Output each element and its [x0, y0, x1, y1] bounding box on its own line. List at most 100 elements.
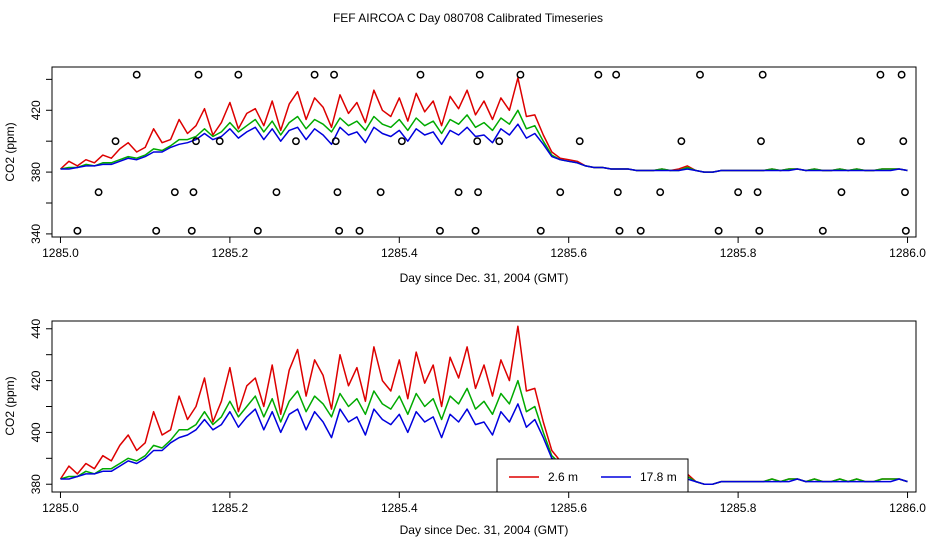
- calibration-marker: [495, 137, 504, 146]
- bottom-x-tick-label: 1285.4: [381, 501, 418, 515]
- bottom-series-17-8m: [60, 403, 908, 485]
- calibration-marker: [94, 188, 103, 197]
- bottom-x-tick-label: 1286.0: [889, 501, 926, 515]
- bottom-plot-frame: [51, 320, 917, 493]
- calibration-marker: [292, 137, 300, 146]
- bottom-axes: 1285.0 1285.2 1285.4 1285.6 1285.8 1286.0 380 4…: [29, 318, 926, 515]
- calibration-marker: [454, 188, 463, 197]
- bottom-y-tick-label: 400: [29, 422, 43, 442]
- calibration-marker: [111, 137, 120, 146]
- legend-label-17-8m: 17.8 m: [640, 470, 677, 484]
- bottom-y-tick-label: 420: [29, 370, 43, 390]
- calibration-marker: [575, 137, 584, 146]
- calibration-marker: [636, 226, 645, 235]
- calibration-marker: [613, 188, 622, 197]
- calibration-marker: [152, 226, 161, 235]
- calibration-marker: [536, 226, 545, 235]
- calibration-marker: [755, 226, 764, 235]
- top-x-tick-label: 1286.0: [889, 246, 926, 260]
- top-x-tick-label: 1285.2: [212, 246, 249, 260]
- calibration-marker: [272, 188, 281, 197]
- calibration-marker: [215, 137, 224, 146]
- calibration-marker: [516, 70, 525, 79]
- calibration-marker: [677, 137, 686, 146]
- bottom-x-axis-label: Day since Dec. 31, 2004 (GMT): [400, 523, 569, 537]
- calibration-marker: [856, 137, 865, 146]
- calibration-marker: [234, 70, 243, 79]
- calibration-marker: [355, 226, 364, 235]
- calibration-marker: [471, 226, 480, 235]
- legend-label-2-6m: 2.6 m: [548, 470, 578, 484]
- calibration-marker: [335, 226, 344, 235]
- calibration-marker: [734, 188, 743, 197]
- bottom-y-tick-label: 440: [29, 318, 43, 338]
- top-series: [59, 77, 908, 173]
- top-x-tick-label: 1285.8: [720, 246, 757, 260]
- calibration-marker: [376, 188, 385, 197]
- bottom-series-mid: [60, 379, 908, 485]
- top-x-tick-label: 1285.4: [381, 246, 418, 260]
- top-axes: 1285.0 1285.2 1285.4 1285.6 1285.8 1286.0 340 3…: [29, 78, 926, 260]
- calibration-marker: [818, 226, 827, 235]
- calibration-marker: [714, 226, 723, 235]
- calibration-marker: [416, 70, 425, 79]
- bottom-x-tick-label: 1285.0: [42, 501, 79, 515]
- bottom-panel: 1285.0 1285.2 1285.4 1285.6 1285.8 1286.0 380 4…: [3, 318, 926, 537]
- calibration-marker: [475, 70, 484, 79]
- figure-title: FEF AIRCOA C Day 080708 Calibrated Times…: [333, 11, 603, 25]
- calibration-marker: [73, 226, 82, 235]
- calibration-marker: [758, 70, 767, 79]
- top-plot-frame: [51, 66, 917, 238]
- top-y-tick-label: 340: [29, 224, 43, 244]
- calibration-marker: [556, 188, 565, 197]
- calibration-marker: [187, 226, 196, 235]
- top-panel: 1285.0 1285.2 1285.4 1285.6 1285.8 1286.0 340 3…: [3, 66, 926, 285]
- top-series-mid: [60, 109, 908, 173]
- calibration-marker: [333, 188, 342, 197]
- bottom-x-tick-label: 1285.6: [550, 501, 587, 515]
- calibration-marker: [473, 137, 482, 146]
- legend: 2.6 m 17.8 m: [496, 458, 689, 493]
- calibration-marker: [901, 188, 909, 197]
- calibration-marker: [612, 70, 621, 79]
- calibration-marker: [901, 226, 910, 235]
- calibration-marker: [615, 226, 624, 235]
- calibration-marker: [189, 188, 198, 197]
- bottom-y-axis-label: CO2 (ppm): [3, 376, 17, 435]
- top-calibration-markers: [73, 70, 910, 235]
- calibration-marker: [696, 70, 704, 79]
- calibration-marker: [436, 226, 444, 235]
- top-series-2-6m: [59, 77, 908, 173]
- bottom-series: [59, 325, 908, 485]
- calibration-marker: [899, 137, 908, 146]
- top-x-axis-label: Day since Dec. 31, 2004 (GMT): [400, 271, 569, 285]
- top-y-tick-label: 380: [29, 162, 43, 182]
- calibration-marker: [192, 137, 200, 146]
- legend-box: [496, 458, 689, 493]
- calibration-marker: [132, 70, 141, 79]
- calibration-marker: [753, 188, 762, 197]
- top-x-tick-label: 1285.6: [550, 246, 587, 260]
- calibration-marker: [594, 70, 603, 79]
- calibration-marker: [474, 188, 483, 197]
- bottom-x-tick-label: 1285.8: [720, 501, 757, 515]
- top-series-17-8m: [60, 123, 908, 173]
- calibration-marker: [310, 70, 319, 79]
- calibration-marker: [194, 70, 203, 79]
- calibration-marker: [397, 137, 406, 146]
- calibration-marker: [897, 70, 906, 79]
- calibration-marker: [253, 226, 262, 235]
- calibration-marker: [331, 137, 340, 146]
- top-y-tick-label: 420: [29, 100, 43, 120]
- bottom-x-tick-label: 1285.2: [212, 501, 249, 515]
- calibration-marker: [330, 70, 339, 79]
- bottom-series-2-6m: [59, 325, 908, 485]
- calibration-marker: [757, 137, 765, 146]
- calibration-marker: [837, 188, 846, 197]
- top-y-axis-label: CO2 (ppm): [3, 122, 17, 181]
- calibration-marker: [656, 188, 665, 197]
- bottom-y-tick-label: 380: [29, 474, 43, 494]
- calibration-marker: [170, 188, 179, 197]
- top-x-tick-label: 1285.0: [42, 246, 79, 260]
